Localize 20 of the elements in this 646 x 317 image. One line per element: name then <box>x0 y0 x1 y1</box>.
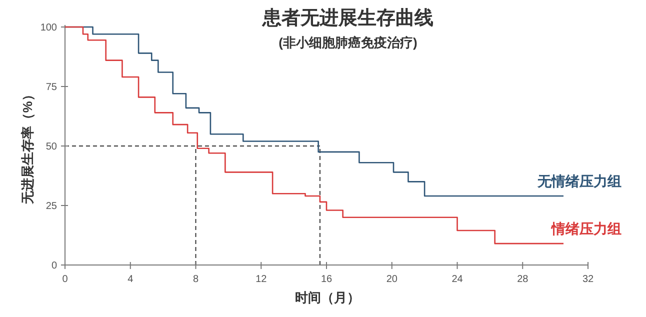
series-label: 无情绪压力组 <box>536 172 622 189</box>
x-tick-label: 32 <box>582 274 594 285</box>
y-tick-label: 100 <box>40 22 58 34</box>
x-tick-label: 20 <box>386 274 398 285</box>
x-tick-label: 0 <box>62 274 68 285</box>
x-tick-label: 16 <box>320 274 332 285</box>
y-tick-label: 75 <box>46 82 58 93</box>
x-tick-label: 12 <box>256 274 268 285</box>
y-axis-title: 无进展生存率（%） <box>20 88 35 205</box>
x-tick-label: 8 <box>192 274 199 285</box>
text: (非小细胞肺癌免疫治疗) <box>278 35 418 50</box>
x-axis-title: 时间（月） <box>295 290 360 305</box>
y-tick-label: 50 <box>46 142 58 152</box>
series-label: 情绪压力组 <box>550 220 622 237</box>
x-tick-label: 4 <box>128 274 134 285</box>
x-tick-label: 28 <box>517 274 529 285</box>
y-tick-label: 25 <box>46 201 58 212</box>
y-tick-label: 0 <box>51 260 58 272</box>
chart-title: 患者无进展生存曲线 <box>262 7 434 29</box>
x-tick-label: 24 <box>452 274 464 285</box>
